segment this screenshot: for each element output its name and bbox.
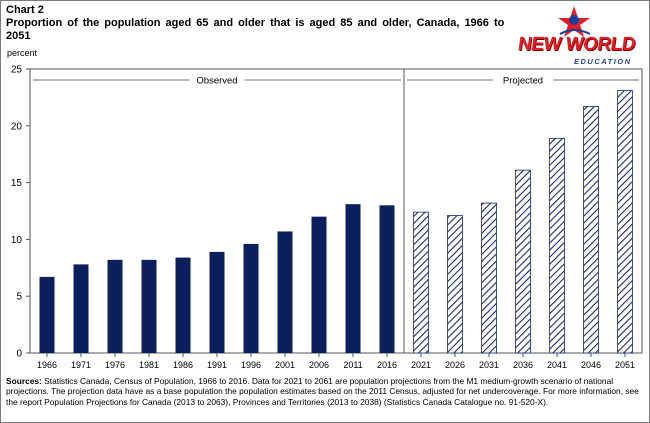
chart-title: Proportion of the population aged 65 and… bbox=[6, 17, 505, 42]
bar-observed-1991 bbox=[209, 251, 225, 353]
bar-projected-2051 bbox=[617, 90, 633, 354]
x-tick-label: 2001 bbox=[275, 360, 295, 370]
x-tick-label: 2021 bbox=[411, 360, 431, 370]
x-tick-label: 2011 bbox=[343, 360, 362, 370]
x-tick-label: 1981 bbox=[139, 360, 159, 370]
y-tick-label: 15 bbox=[11, 178, 23, 189]
chart-number-label: Chart 2 bbox=[6, 4, 44, 16]
y-tick-label: 5 bbox=[16, 292, 22, 303]
source-text: Statistics Canada, Census of Population,… bbox=[6, 376, 639, 407]
bar-projected-2036 bbox=[515, 169, 531, 354]
x-tick-label: 1991 bbox=[207, 360, 227, 370]
y-tick-label: 20 bbox=[11, 121, 23, 132]
y-axis-label: percent bbox=[7, 48, 38, 58]
y-tick-label: 25 bbox=[11, 65, 23, 76]
bar-observed-1986 bbox=[175, 257, 191, 353]
x-tick-label: 2041 bbox=[547, 360, 567, 370]
observed-annotation-label: Observed bbox=[196, 76, 237, 87]
bar-projected-2021 bbox=[413, 211, 429, 354]
x-tick-label: 2036 bbox=[513, 360, 533, 370]
bar-projected-2026 bbox=[447, 215, 463, 354]
bar-observed-2001 bbox=[277, 231, 293, 353]
bar-observed-1981 bbox=[141, 259, 157, 353]
bar-observed-2011 bbox=[345, 204, 361, 353]
logo-emblem-icon bbox=[558, 6, 591, 37]
x-tick-label: 2016 bbox=[377, 360, 397, 370]
x-tick-label: 1976 bbox=[105, 360, 125, 370]
y-tick-label: 0 bbox=[16, 349, 22, 360]
x-tick-label: 1971 bbox=[71, 360, 91, 370]
bar-observed-1996 bbox=[243, 243, 259, 353]
bar-observed-2006 bbox=[311, 216, 327, 353]
new-world-education-logo: NEW WORLD EDUCATION bbox=[516, 4, 644, 68]
projected-annotation-label: Projected bbox=[503, 76, 543, 87]
x-tick-label: 2031 bbox=[479, 360, 499, 370]
x-tick-label: 2026 bbox=[445, 360, 465, 370]
bar-observed-1971 bbox=[73, 264, 89, 353]
x-tick-label: 1996 bbox=[241, 360, 261, 370]
bar-observed-1966 bbox=[39, 276, 55, 353]
bar-projected-2031 bbox=[481, 202, 497, 354]
logo-sub-text: EDUCATION bbox=[574, 57, 632, 66]
bar-observed-1976 bbox=[107, 259, 123, 353]
bar-observed-2016 bbox=[379, 205, 395, 353]
x-tick-label: 2051 bbox=[615, 360, 635, 370]
source-label: Sources: bbox=[6, 376, 42, 386]
x-tick-label: 1986 bbox=[173, 360, 193, 370]
plot-area-border bbox=[29, 68, 643, 354]
x-tick-label: 2046 bbox=[581, 360, 601, 370]
x-tick-label: 1966 bbox=[37, 360, 57, 370]
source-note: Sources: Statistics Canada, Census of Po… bbox=[6, 376, 644, 407]
x-tick-label: 2006 bbox=[309, 360, 329, 370]
bar-projected-2041 bbox=[549, 137, 565, 354]
y-tick-label: 10 bbox=[11, 235, 23, 246]
bar-projected-2046 bbox=[583, 106, 599, 354]
